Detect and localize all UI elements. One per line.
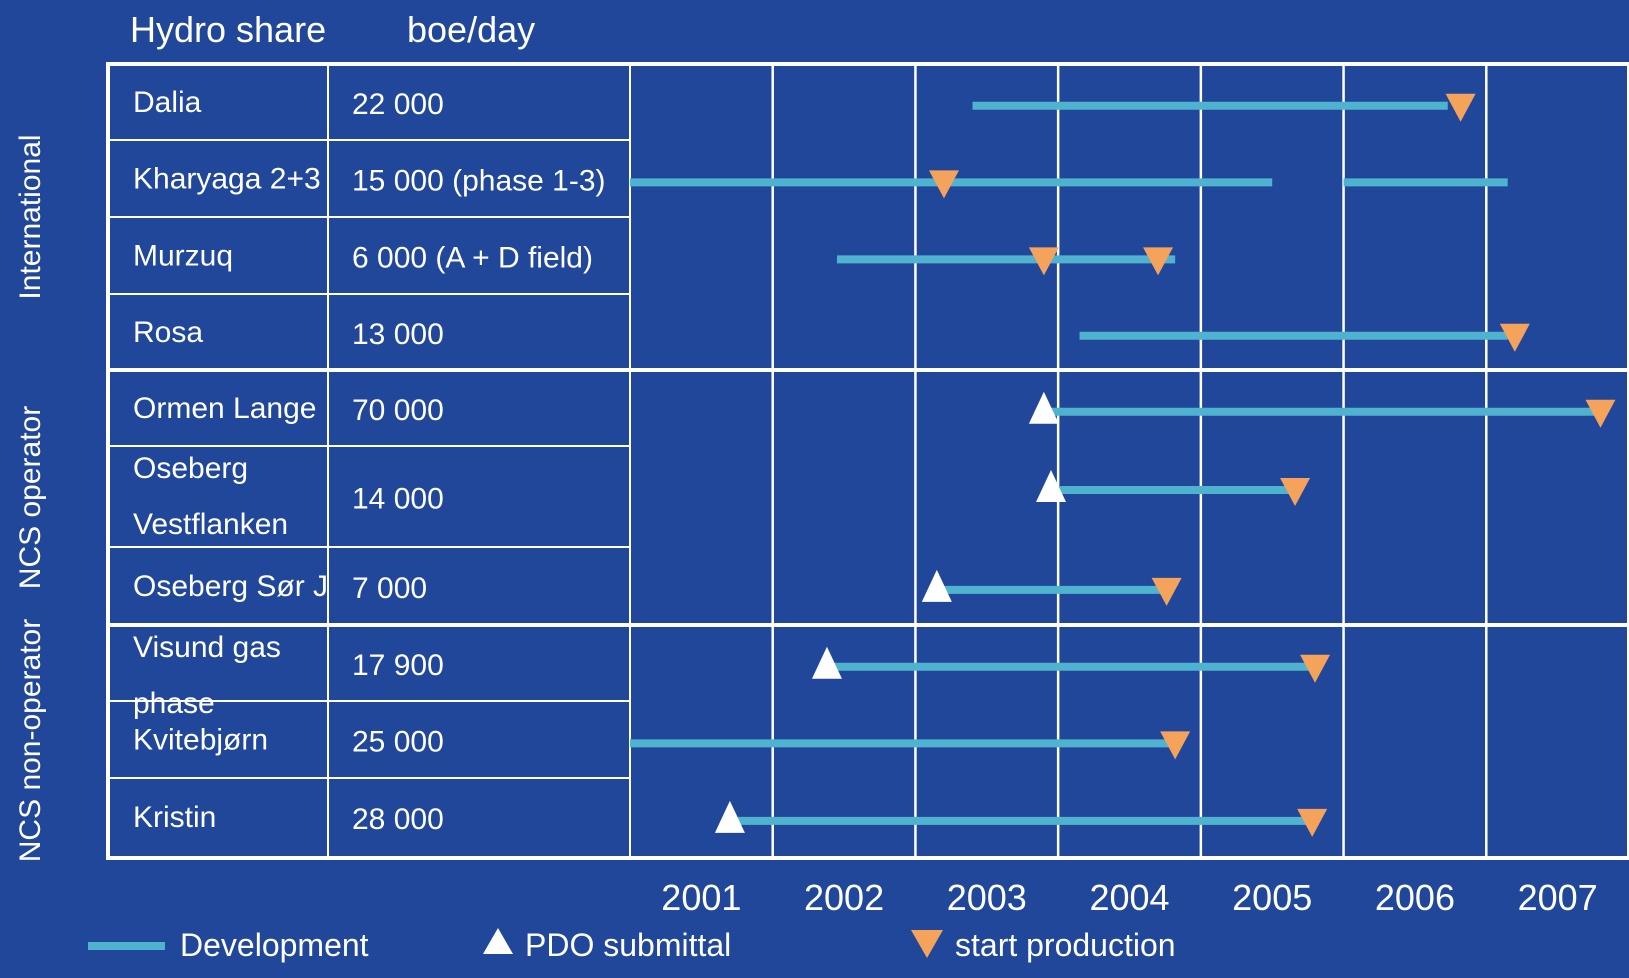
project-value: 70 000 <box>352 394 444 427</box>
project-value: 17 900 <box>352 649 444 682</box>
start-production-marker <box>1585 399 1616 428</box>
markers-layer <box>714 93 1616 837</box>
year-tick-label: 2003 <box>947 877 1027 918</box>
grid-layer <box>106 62 1629 860</box>
table-frame <box>106 62 1629 860</box>
year-axis-layer: 2001 2002 2003 2004 2005 2006 2007 <box>661 877 1597 918</box>
pdo-marker <box>811 646 842 679</box>
start-production-marker <box>1151 577 1182 606</box>
start-production-marker <box>1280 478 1311 506</box>
project-name: phase <box>133 687 215 720</box>
project-value: 28 000 <box>352 803 444 836</box>
legend-development-label: Development <box>180 927 369 963</box>
year-tick-label: 2005 <box>1232 877 1312 918</box>
group-label: International <box>14 134 47 299</box>
start-production-marker <box>1297 808 1328 837</box>
start-production-marker <box>1445 93 1476 122</box>
table-text-layer: Dalia 22 000 Kharyaga 2+3 15 000 (phase 1-3… <box>133 86 606 836</box>
start-production-marker <box>1160 731 1191 760</box>
group-label: NCS operator <box>14 406 47 589</box>
pdo-marker <box>714 800 745 833</box>
project-name: Rosa <box>133 316 203 349</box>
year-tick-label: 2001 <box>661 877 741 918</box>
year-tick-label: 2002 <box>804 877 884 918</box>
header-hydro-share: Hydro share <box>130 9 326 50</box>
pdo-marker <box>1036 470 1067 502</box>
project-value: 13 000 <box>352 318 444 351</box>
project-name: Murzuq <box>133 240 233 273</box>
legend-pdo-label: PDO submittal <box>525 927 731 963</box>
start-production-marker <box>1028 247 1059 276</box>
project-value: 14 000 <box>352 483 444 516</box>
year-tick-label: 2007 <box>1518 877 1598 918</box>
project-name: Dalia <box>133 86 202 119</box>
legend-start-swatch <box>911 930 943 958</box>
start-production-marker <box>1143 247 1174 276</box>
project-name: Ormen Lange <box>133 392 316 425</box>
project-value: 6 000 (A + D field) <box>352 242 593 275</box>
group-label: NCS non-operator <box>14 619 47 862</box>
project-value: 25 000 <box>352 726 444 759</box>
project-name: Kharyaga 2+3 <box>133 163 321 196</box>
project-name: Kristin <box>133 801 216 834</box>
project-name: Visund gas <box>133 631 281 664</box>
development-bars-layer <box>630 101 1601 825</box>
project-name: Vestflanken <box>133 508 288 541</box>
project-name: Oseberg Sør J <box>133 570 328 603</box>
start-production-marker <box>1499 323 1530 352</box>
project-name: Oseberg <box>133 452 248 485</box>
project-value: 7 000 <box>352 572 427 605</box>
header-boe-per-day: boe/day <box>407 9 535 50</box>
pdo-marker <box>1028 391 1059 424</box>
group-labels-layer: International NCS operator NCS non-operato… <box>14 134 47 862</box>
legend-pdo-swatch <box>483 928 513 954</box>
year-tick-label: 2006 <box>1375 877 1455 918</box>
legend-start-label: start production <box>955 927 1176 963</box>
project-value: 15 000 (phase 1-3) <box>352 165 606 198</box>
pdo-marker <box>921 569 952 602</box>
legend: Development PDO submittal start production <box>88 927 1176 963</box>
project-value: 22 000 <box>352 88 444 121</box>
project-name: Kvitebjørn <box>133 724 268 757</box>
start-production-marker <box>928 170 959 199</box>
start-production-marker <box>1300 654 1331 683</box>
year-tick-label: 2004 <box>1089 877 1169 918</box>
